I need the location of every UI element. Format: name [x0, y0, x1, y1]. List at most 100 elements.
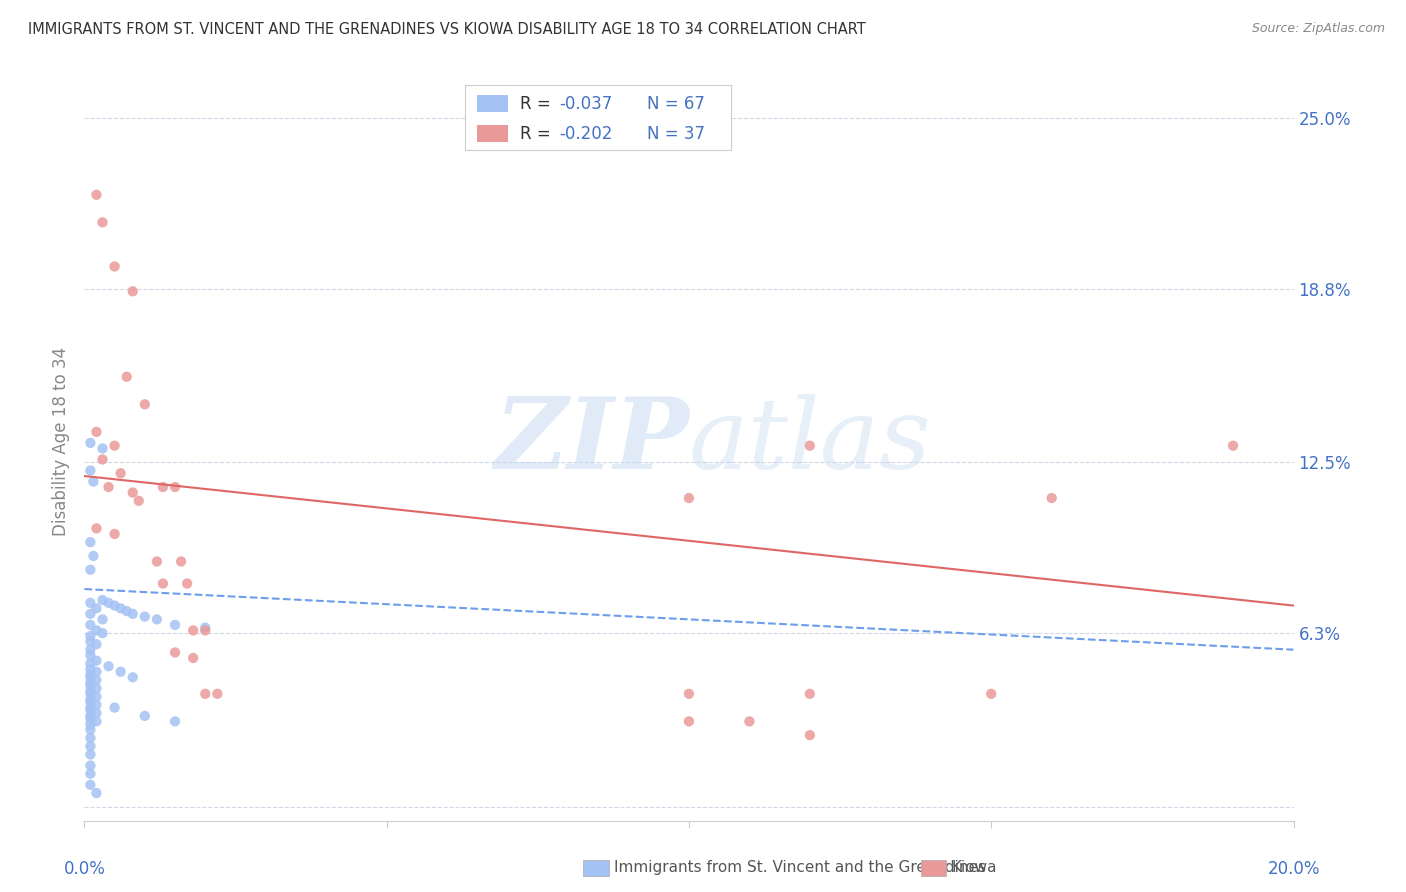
Text: 0.0%: 0.0%	[63, 860, 105, 878]
Point	[79, 778, 101, 792]
Point	[79, 723, 101, 737]
Text: R =: R =	[520, 126, 555, 144]
Point	[79, 670, 101, 684]
FancyBboxPatch shape	[465, 85, 731, 150]
Point	[799, 439, 821, 453]
Point	[79, 692, 101, 706]
Point	[165, 618, 187, 632]
Point	[86, 187, 108, 202]
Point	[86, 690, 108, 704]
Point	[86, 601, 108, 615]
Point	[176, 576, 198, 591]
Point	[104, 260, 127, 274]
Point	[152, 576, 174, 591]
Point	[165, 714, 187, 729]
Text: -0.202: -0.202	[560, 126, 613, 144]
Bar	[478, 126, 508, 142]
Point	[79, 634, 101, 648]
Point	[86, 714, 108, 729]
Point	[678, 687, 700, 701]
Point	[79, 563, 101, 577]
Point	[194, 624, 217, 638]
Point	[110, 665, 132, 679]
Point	[799, 728, 821, 742]
Point	[86, 681, 108, 696]
Point	[134, 609, 156, 624]
Point	[121, 485, 143, 500]
Point	[91, 626, 114, 640]
Point	[207, 687, 229, 701]
Point	[79, 535, 101, 549]
Point	[86, 637, 108, 651]
Text: -0.037: -0.037	[560, 95, 613, 113]
Point	[91, 593, 114, 607]
Point	[79, 731, 101, 745]
Point	[194, 687, 217, 701]
Point	[79, 747, 101, 762]
Point	[110, 467, 132, 481]
Point	[134, 709, 156, 723]
Point	[79, 739, 101, 754]
Point	[181, 651, 204, 665]
Point	[104, 700, 127, 714]
Text: N = 37: N = 37	[647, 126, 704, 144]
Point	[146, 612, 169, 626]
Point	[121, 607, 143, 621]
Point	[79, 463, 101, 477]
Y-axis label: Disability Age 18 to 34: Disability Age 18 to 34	[52, 347, 70, 536]
Point	[980, 687, 1002, 701]
Point	[86, 654, 108, 668]
Point	[79, 675, 101, 690]
Point	[79, 667, 101, 681]
Point	[79, 607, 101, 621]
Point	[678, 714, 700, 729]
Point	[86, 673, 108, 687]
Point	[79, 629, 101, 643]
Point	[115, 604, 138, 618]
Point	[86, 665, 108, 679]
Point	[79, 700, 101, 714]
Text: ZIP: ZIP	[494, 393, 689, 490]
Point	[79, 436, 101, 450]
Point	[91, 215, 114, 229]
Point	[86, 521, 108, 535]
Text: N = 67: N = 67	[647, 95, 704, 113]
Point	[1222, 439, 1244, 453]
Point	[79, 657, 101, 671]
Point	[170, 554, 193, 568]
Point	[104, 439, 127, 453]
Point	[79, 684, 101, 698]
Point	[79, 687, 101, 701]
Point	[82, 549, 104, 563]
Point	[115, 369, 138, 384]
Point	[194, 621, 217, 635]
Point	[79, 758, 101, 772]
Point	[121, 670, 143, 684]
Point	[86, 786, 108, 800]
Point	[146, 554, 169, 568]
Point	[799, 687, 821, 701]
Text: Source: ZipAtlas.com: Source: ZipAtlas.com	[1251, 22, 1385, 36]
Point	[104, 527, 127, 541]
Text: atlas: atlas	[689, 394, 932, 489]
Point	[738, 714, 761, 729]
Text: Kiowa: Kiowa	[952, 861, 997, 875]
Point	[82, 475, 104, 489]
Point	[86, 698, 108, 712]
Point	[79, 717, 101, 731]
Point	[79, 662, 101, 676]
Point	[86, 624, 108, 638]
Point	[678, 491, 700, 505]
Point	[97, 659, 120, 673]
Point	[128, 493, 150, 508]
Point	[79, 618, 101, 632]
Point	[91, 442, 114, 456]
Text: IMMIGRANTS FROM ST. VINCENT AND THE GRENADINES VS KIOWA DISABILITY AGE 18 TO 34 : IMMIGRANTS FROM ST. VINCENT AND THE GREN…	[28, 22, 866, 37]
Bar	[478, 95, 508, 112]
Point	[121, 285, 143, 299]
Point	[91, 452, 114, 467]
Point	[79, 766, 101, 780]
Point	[181, 624, 204, 638]
Point	[91, 612, 114, 626]
Point	[79, 596, 101, 610]
